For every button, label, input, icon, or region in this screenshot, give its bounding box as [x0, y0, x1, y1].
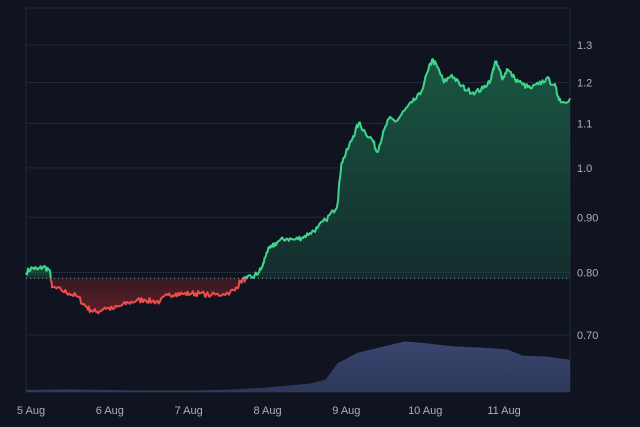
price-line-below: [242, 278, 247, 283]
volume-area: [26, 341, 570, 392]
y-tick-label: 1.1: [577, 118, 592, 130]
price-line-above: [25, 265, 52, 279]
below-area-fill: [50, 278, 244, 314]
price-line-below: [49, 277, 244, 315]
y-tick-label: 0.70: [577, 330, 598, 342]
x-tick-label: 10 Aug: [408, 405, 442, 417]
y-tick-label: 0.90: [577, 212, 598, 224]
above-area-fill: [26, 266, 51, 279]
above-area-fill: [245, 59, 570, 279]
x-tick-label: 9 Aug: [332, 405, 360, 417]
x-tick-label: 7 Aug: [175, 405, 203, 417]
y-tick-label: 1.2: [577, 77, 592, 89]
x-tick-label: 8 Aug: [253, 405, 281, 417]
price-line-above: [244, 58, 571, 280]
y-tick-label: 1.3: [577, 40, 592, 52]
x-tick-label: 11 Aug: [487, 405, 520, 417]
price-line-above: [242, 276, 245, 279]
y-tick-label: 0.80: [577, 267, 598, 279]
y-tick-label: 1.0: [577, 163, 592, 175]
x-tick-label: 6 Aug: [96, 405, 124, 417]
x-tick-label: 5 Aug: [17, 405, 45, 417]
